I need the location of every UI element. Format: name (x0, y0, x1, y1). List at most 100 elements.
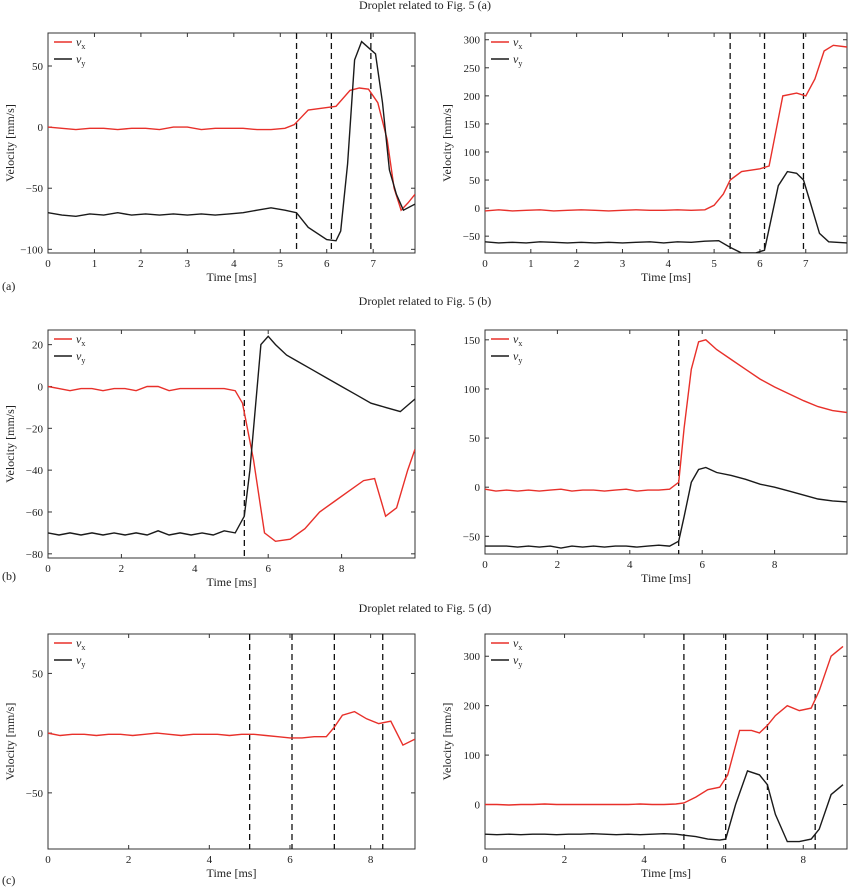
x-tick-label: 8 (339, 563, 345, 575)
y-tick-label: −100 (20, 244, 43, 256)
x-tick-label: 2 (555, 559, 561, 571)
x-tick-label: 4 (666, 258, 672, 270)
x-tick-label: 0 (45, 563, 51, 575)
x-tick-label: 6 (699, 559, 705, 571)
x-axis-label: Time [ms] (207, 866, 257, 880)
y-tick-label: 20 (32, 340, 44, 352)
x-axis-label: Time [ms] (641, 866, 691, 880)
x-axis-label: Time [ms] (207, 270, 257, 284)
legend-subscript: y (81, 59, 85, 68)
axes-frame (47, 329, 416, 559)
x-tick-label: 6 (324, 258, 330, 270)
x-tick-label: 8 (368, 854, 374, 866)
x-tick-label: 5 (278, 258, 284, 270)
y-tick-label: −40 (26, 465, 44, 477)
y-axis-label: Velocity [mm/s] (440, 703, 454, 781)
legend-label: vx (76, 35, 85, 51)
y-axis-label: Velocity [mm/s] (440, 104, 454, 182)
legend-label: vy (513, 349, 522, 365)
y-tick-label: −20 (26, 423, 44, 435)
y-tick-label: 50 (469, 433, 481, 445)
y-tick-label: 300 (464, 651, 481, 663)
legend-subscript: x (81, 339, 85, 348)
x-tick-label: 4 (192, 563, 198, 575)
x-tick-label: 1 (528, 258, 534, 270)
x-tick-label: 6 (287, 854, 293, 866)
chart-1: 0 1 2 3 4 5 6 7 300 250 200 150 100 50 0 −50 Time [ms] Ve… (440, 32, 848, 284)
y-tick-label: 0 (38, 381, 44, 393)
row-label-a: (a) (2, 279, 15, 293)
y-tick-label: 150 (464, 119, 481, 131)
x-tick-label: 1 (92, 258, 98, 270)
x-tick-label: 8 (800, 854, 806, 866)
legend-subscript: x (81, 42, 85, 51)
row-label-c: (c) (2, 873, 15, 887)
legend-subscript: y (81, 660, 85, 669)
chart-0: 0 1 2 3 4 5 6 7 50 0 −50 −100 Time [ms] Velocity [mm/… (3, 32, 416, 284)
series-line-vy (485, 170, 847, 253)
axes-frame (47, 633, 416, 850)
y-tick-label: 100 (464, 147, 481, 159)
legend-label: vx (513, 332, 522, 348)
x-tick-label: 4 (207, 854, 213, 866)
chart-2: 0 2 4 6 8 20 0 −20 −40 −60 −80 Time [ms] Velocity [m… (3, 329, 416, 589)
x-tick-label: 7 (803, 258, 809, 270)
series-line-vx (485, 645, 844, 806)
x-tick-label: 4 (231, 258, 237, 270)
x-tick-label: 8 (772, 559, 778, 571)
legend-label: vy (76, 349, 85, 365)
legend-label: vx (513, 35, 522, 51)
axes-frame (47, 32, 416, 254)
y-tick-label: −50 (26, 788, 44, 800)
legend-subscript: x (518, 42, 522, 51)
x-tick-label: 6 (265, 563, 271, 575)
y-tick-label: 150 (464, 335, 481, 347)
series-line-vx (48, 710, 415, 747)
x-tick-label: 0 (482, 559, 488, 571)
series-line-vy (48, 40, 415, 242)
legend-label: vy (513, 52, 522, 68)
y-tick-label: 200 (464, 91, 481, 103)
x-tick-label: 6 (757, 258, 763, 270)
y-axis-label: Velocity [mm/s] (3, 703, 17, 781)
axes-frame (484, 32, 848, 254)
x-tick-label: 2 (562, 854, 568, 866)
y-tick-label: 0 (475, 482, 481, 494)
x-tick-label: 0 (45, 258, 51, 270)
y-tick-label: −50 (463, 231, 481, 243)
y-tick-label: 50 (469, 175, 481, 187)
x-tick-label: 3 (185, 258, 191, 270)
y-tick-label: 0 (38, 728, 44, 740)
x-axis-label: Time [ms] (641, 270, 691, 284)
x-tick-label: 2 (126, 854, 132, 866)
y-tick-label: 0 (475, 203, 481, 215)
axes-frame (484, 633, 848, 850)
series-line-vy (485, 770, 844, 843)
y-tick-label: 50 (32, 668, 44, 680)
series-line-vx (485, 44, 847, 212)
x-tick-label: 2 (138, 258, 144, 270)
x-axis-label: Time [ms] (207, 575, 257, 589)
series-line-vy (48, 335, 415, 536)
y-tick-label: −50 (463, 531, 481, 543)
x-tick-label: 4 (641, 854, 647, 866)
series-line-vx (48, 87, 415, 212)
x-tick-label: 6 (721, 854, 727, 866)
legend-subscript: y (518, 660, 522, 669)
legend-label: vy (513, 653, 522, 669)
x-tick-label: 7 (370, 258, 376, 270)
y-tick-label: 200 (464, 701, 481, 713)
x-tick-label: 4 (627, 559, 633, 571)
series-line-vy (485, 466, 847, 549)
series-line-vx (48, 385, 415, 543)
legend-subscript: x (518, 643, 522, 652)
legend-subscript: y (81, 356, 85, 365)
y-tick-label: 100 (464, 750, 481, 762)
legend-label: vx (76, 332, 85, 348)
chart-5: 0 2 4 6 8 300 200 100 0 Time [ms] Velocity [mm/s] v… (440, 633, 848, 880)
y-tick-label: 0 (475, 800, 481, 812)
y-axis-label: Velocity [mm/s] (3, 104, 17, 182)
x-tick-label: 5 (711, 258, 717, 270)
